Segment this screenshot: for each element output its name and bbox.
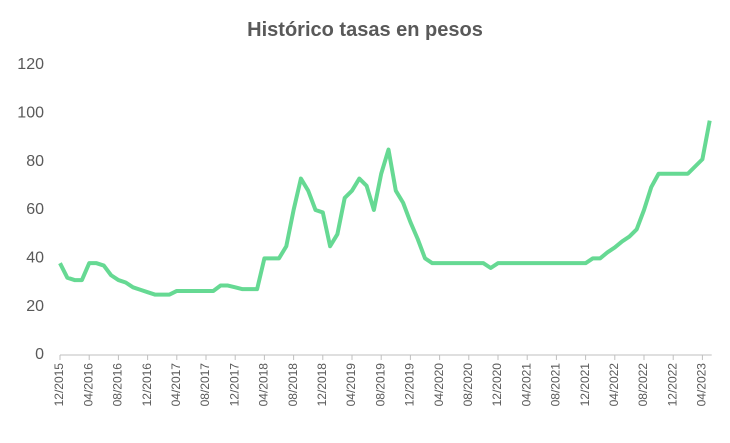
x-tick-label: 08/2019 (373, 363, 387, 407)
x-tick-label: 04/2019 (344, 363, 358, 407)
x-tick-label: 04/2020 (432, 363, 446, 407)
x-tick-label: 08/2020 (461, 363, 475, 407)
x-tick-label: 08/2018 (286, 363, 300, 407)
x-tick-label: 04/2021 (519, 363, 533, 407)
x-tick-label: 08/2016 (111, 363, 125, 407)
x-tick-label: 12/2019 (403, 363, 417, 407)
x-tick-label: 04/2023 (695, 363, 709, 407)
y-tick-label: 0 (35, 346, 44, 363)
y-tick-label: 60 (26, 201, 44, 218)
y-tick-label: 80 (26, 153, 44, 170)
x-tick-label: 12/2021 (578, 363, 592, 407)
y-tick-label: 20 (26, 298, 44, 315)
y-tick-label: 100 (17, 105, 44, 122)
x-tick-label: 12/2015 (52, 363, 66, 407)
x-tick-label: 12/2017 (227, 363, 241, 407)
x-tick-label: 12/2018 (315, 363, 329, 407)
x-tick-label: 12/2022 (665, 363, 679, 407)
x-tick-label: 08/2017 (198, 363, 212, 407)
x-tick-label: 04/2016 (81, 363, 95, 407)
x-tick-label: 08/2021 (549, 363, 563, 407)
x-tick-label: 12/2016 (140, 363, 154, 407)
x-tick-label: 04/2022 (607, 363, 621, 407)
chart-title: Histórico tasas en pesos (247, 19, 483, 41)
y-tick-label: 40 (26, 250, 44, 267)
data-line (58, 120, 712, 297)
x-tick-label: 04/2017 (169, 363, 183, 407)
x-tick-label: 04/2018 (257, 363, 271, 407)
x-tick-label: 12/2020 (490, 363, 504, 407)
y-tick-label: 120 (17, 56, 44, 73)
x-tick-label: 08/2022 (636, 363, 650, 407)
